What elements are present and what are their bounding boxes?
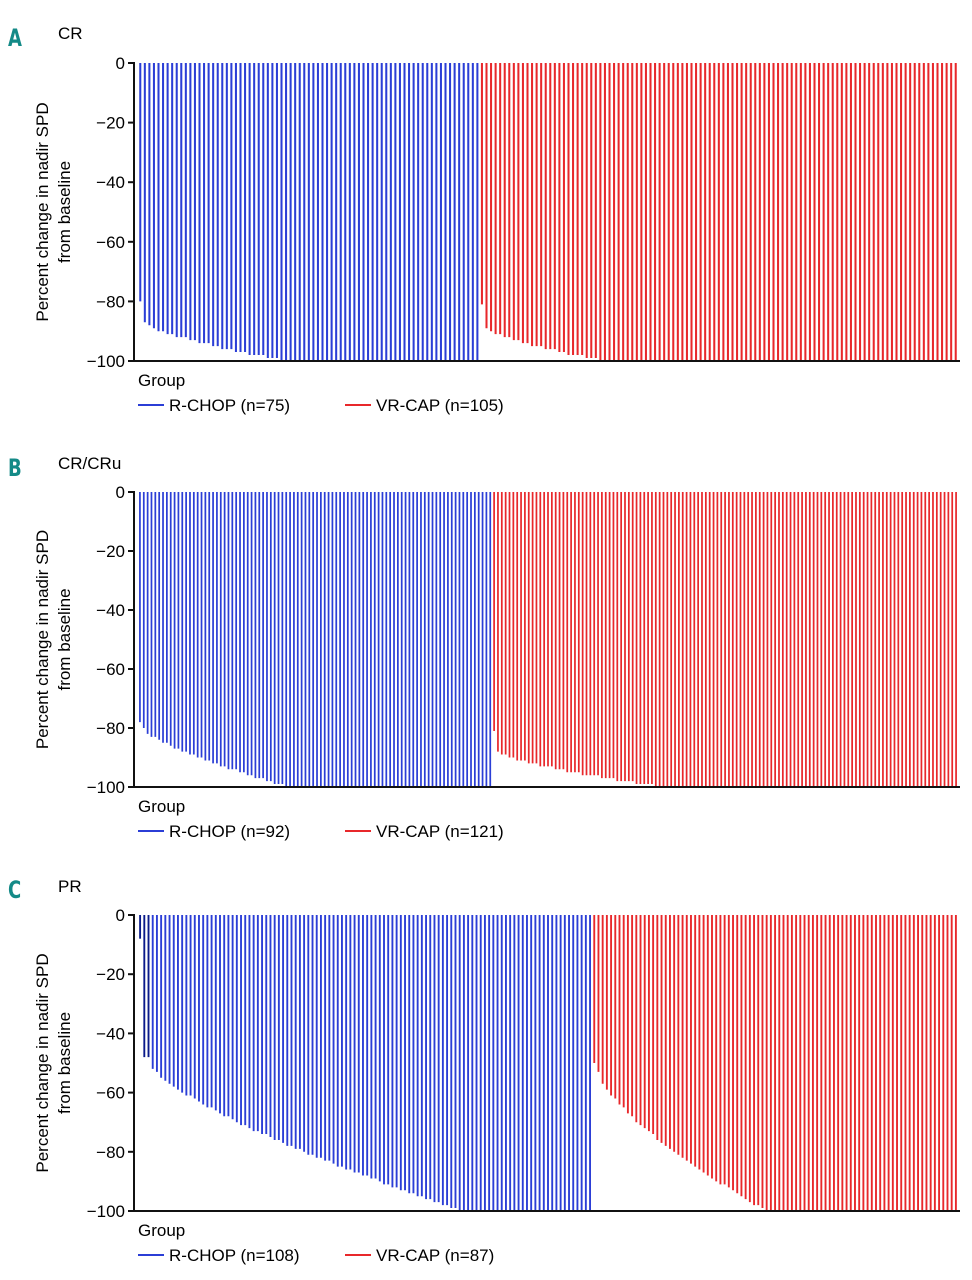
panel-letter: C	[8, 877, 21, 905]
legend-label: VR-CAP (n=121)	[376, 822, 504, 841]
y-tick-label: −100	[87, 778, 125, 797]
legend-item: VR-CAP (n=121)	[345, 822, 504, 841]
panel-title: CR/CRu	[58, 454, 121, 473]
series-vr-cap	[493, 492, 957, 787]
legend-item: VR-CAP (n=105)	[345, 396, 504, 415]
y-axis-label: Percent change in nadir SPD	[33, 102, 52, 321]
legend-label: VR-CAP (n=87)	[376, 1246, 494, 1265]
legend-label: R-CHOP (n=92)	[169, 822, 290, 841]
panel-title: CR	[58, 24, 83, 43]
y-tick-label: −20	[96, 114, 125, 133]
y-tick-label: −60	[96, 660, 125, 679]
y-tick-label: 0	[116, 483, 125, 502]
y-axis-label: from baseline	[55, 1012, 74, 1114]
y-tick-label: −60	[96, 233, 125, 252]
y-tick-label: −80	[96, 1143, 125, 1162]
y-tick-label: 0	[116, 54, 125, 73]
legend-item: R-CHOP (n=92)	[138, 822, 290, 841]
y-tick-label: −60	[96, 1084, 125, 1103]
x-axis-label: Group	[138, 371, 185, 390]
y-axis-label: Percent change in nadir SPD	[33, 953, 52, 1172]
y-axis-label: Percent change in nadir SPD	[33, 530, 52, 749]
legend-item: R-CHOP (n=108)	[138, 1246, 300, 1265]
y-tick-label: −80	[96, 719, 125, 738]
legend-label: R-CHOP (n=108)	[169, 1246, 300, 1265]
series-r-chop	[139, 63, 479, 361]
y-tick-label: −40	[96, 601, 125, 620]
series-r-chop	[139, 915, 591, 1211]
y-tick-label: −20	[96, 542, 125, 561]
y-axis-label: from baseline	[55, 588, 74, 690]
series-vr-cap	[593, 915, 957, 1211]
x-axis-label: Group	[138, 1221, 185, 1240]
x-axis-label: Group	[138, 797, 185, 816]
series-vr-cap	[480, 63, 957, 361]
panel-letter: B	[8, 455, 22, 483]
legend-item: R-CHOP (n=75)	[138, 396, 290, 415]
y-tick-label: 0	[116, 906, 125, 925]
legend-item: VR-CAP (n=87)	[345, 1246, 494, 1265]
panel-c: C PR Percent change in nadir SPD from basel…	[8, 877, 960, 1265]
panel-title: PR	[58, 877, 82, 896]
legend-label: R-CHOP (n=75)	[169, 396, 290, 415]
panel-a: A CR Percent change in nadir SPD from basel…	[8, 24, 960, 415]
panel-letter: A	[8, 25, 22, 53]
y-tick-label: −40	[96, 1024, 125, 1043]
y-tick-label: −20	[96, 965, 125, 984]
panel-b: B CR/CRu Percent change in nadir SPD from b…	[8, 454, 960, 841]
y-tick-label: −40	[96, 173, 125, 192]
y-axis-label: from baseline	[55, 161, 74, 263]
series-r-chop	[139, 492, 492, 787]
y-tick-label: −100	[87, 1202, 125, 1221]
y-tick-label: −100	[87, 352, 125, 371]
legend-label: VR-CAP (n=105)	[376, 396, 504, 415]
y-tick-label: −80	[96, 292, 125, 311]
